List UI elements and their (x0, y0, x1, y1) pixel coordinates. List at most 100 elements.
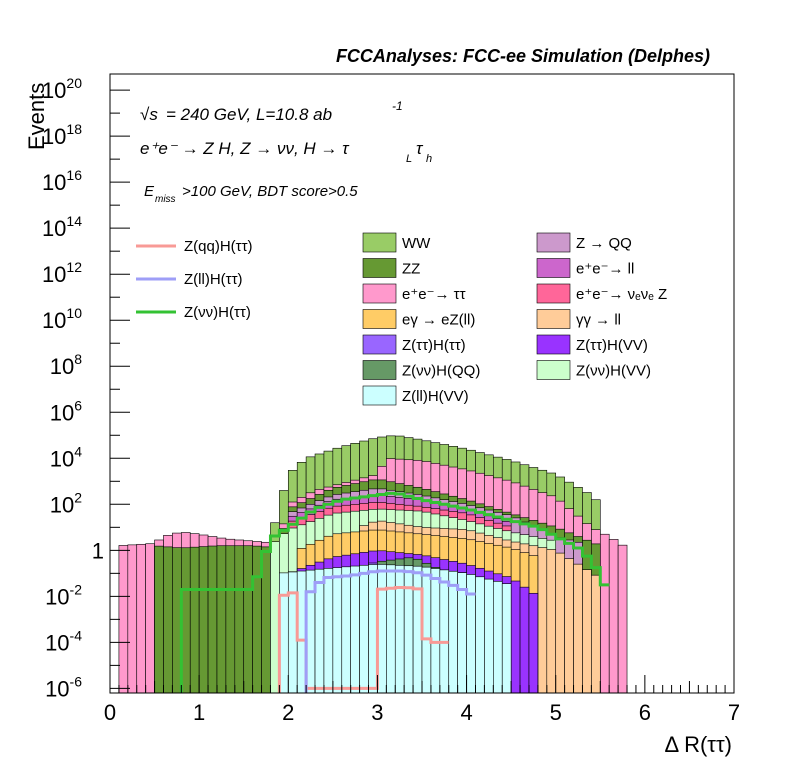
stack-layers (118, 435, 628, 694)
bar (493, 581, 503, 694)
tau-second: τ (416, 139, 424, 158)
legend-swatch (536, 232, 571, 253)
legend-label: eγ → eZ(ll) (402, 312, 475, 329)
y-tick-label: 1014 (42, 213, 82, 241)
legend-fill-entry: ZZ (362, 258, 420, 278)
legend-label: WW (402, 235, 431, 252)
bar (198, 546, 209, 694)
process-text: e⁺e⁻ → Z H, Z → νν, H → τ (140, 139, 350, 158)
legend-swatch (362, 232, 397, 253)
x-tick-label: 2 (282, 700, 294, 725)
legend-label: Z(νν)H(ττ) (184, 304, 251, 321)
legend-swatch (536, 258, 571, 278)
bar (555, 552, 565, 694)
legend-label: Z(ττ)H(VV) (576, 337, 648, 354)
lumi-exponent: -1 (392, 99, 403, 113)
bar (564, 558, 574, 694)
legend-fill-entry: Z(ll)H(VV) (362, 385, 469, 406)
legend-label: Z(qq)H(ττ) (184, 238, 253, 255)
bar (323, 568, 334, 694)
legend-fill-entry: e⁺e⁻→ ττ (362, 283, 466, 304)
bar (573, 563, 583, 694)
cut-subscript: miss (155, 194, 176, 205)
y-tick-label: 102 (50, 489, 82, 517)
x-axis-label: Δ R(ττ) (664, 732, 732, 757)
legend-swatch (536, 283, 571, 304)
bar (591, 574, 601, 694)
legend-fill-entry: γγ → ll (536, 309, 621, 329)
y-axis-label: Events (24, 83, 49, 150)
y-tick-label: 104 (50, 443, 82, 471)
legend-swatch (536, 309, 571, 329)
energy-text: = 240 GeV, L=10.8 ab (166, 105, 332, 124)
y-tick-label: 108 (50, 351, 82, 379)
y-tick-label: 10-6 (45, 673, 82, 701)
bar (608, 539, 619, 694)
legend-swatch (362, 309, 397, 329)
bar (163, 546, 173, 694)
legend-label: e⁺e⁻→ νₑνₑ Z (576, 286, 667, 303)
bar (510, 580, 521, 694)
bar (394, 564, 405, 694)
legend-fill-entry: eγ → eZ(ll) (362, 309, 475, 329)
bar (617, 544, 628, 694)
bar (519, 586, 530, 694)
sqrt-symbol: √s (140, 105, 158, 124)
legend-fill-entry: Z(νν)H(VV) (536, 360, 651, 380)
bar (599, 533, 610, 694)
bar (207, 545, 218, 694)
bar (127, 544, 138, 694)
y-tick-label: 1020 (42, 75, 82, 103)
cut-text: >100 GeV, BDT score>0.5 (182, 183, 358, 200)
legend-swatch (362, 283, 397, 304)
legend-fill-entry: WW (362, 232, 431, 253)
legend: Z(qq)H(ττ) Z(ll)H(ττ) Z(νν)H(ττ) WW Z → QQ ZZ… (136, 232, 667, 406)
line-Z(ll)H(ττ) (304, 569, 476, 693)
tau-l-subscript: L (406, 153, 412, 165)
y-tick-label: 1 (92, 538, 104, 563)
axis-ticks: 0 1 2 3 4 5 6 7 10-6 10-4 10-2 1 102 104 106 108 1010 101… (42, 75, 740, 725)
bar (528, 592, 539, 694)
x-tick-label: 3 (371, 700, 383, 725)
x-tick-label: 5 (550, 700, 562, 725)
legend-fill-entry: Z → QQ (536, 232, 632, 253)
annotation-energy: √s = 240 GeV, L=10.8 ab -1 (140, 99, 403, 124)
bar (118, 545, 129, 694)
bar (341, 566, 351, 694)
legend-line-entry: Z(νν)H(ττ) (136, 304, 251, 321)
legend-label: Z(ll)H(VV) (402, 388, 469, 405)
legend-swatch (536, 360, 571, 380)
bar (145, 543, 155, 694)
y-tick-label: 1010 (42, 305, 82, 333)
bar (350, 565, 360, 694)
bar (154, 545, 164, 694)
legend-label: Z(νν)H(QQ) (402, 363, 480, 380)
y-tick-label: 1018 (42, 121, 82, 149)
cut-e: E (144, 183, 155, 200)
legend-label: e⁺e⁻→ ττ (402, 286, 466, 303)
bar (234, 545, 245, 694)
x-tick-label: 4 (460, 700, 472, 725)
bar (430, 568, 441, 694)
tau-h-subscript: h (426, 153, 432, 165)
legend-swatch (536, 334, 571, 355)
line-Z(νν)H(ττ) (179, 491, 610, 693)
y-tick-label: 106 (50, 397, 82, 425)
bar (243, 545, 253, 694)
legend-fill-entry: e⁺e⁻→ νₑνₑ Z (536, 283, 667, 304)
bar (216, 545, 227, 694)
x-tick-label: 6 (639, 700, 651, 725)
bar (582, 569, 592, 694)
legend-label: Z → QQ (576, 235, 632, 252)
legend-label: ZZ (402, 261, 420, 278)
bar (136, 543, 146, 694)
legend-fill-entry: Z(νν)H(QQ) (362, 360, 480, 380)
y-tick-label: 1012 (42, 259, 82, 287)
bar (332, 567, 343, 694)
legend-fill-entry: Z(ττ)H(VV) (536, 334, 648, 355)
legend-swatch (362, 334, 397, 355)
x-tick-label: 7 (728, 700, 740, 725)
legend-label: Z(νν)H(VV) (576, 363, 651, 380)
chart-title: FCCAnalyses: FCC-ee Simulation (Delphes) (336, 46, 710, 66)
bar (386, 564, 396, 694)
